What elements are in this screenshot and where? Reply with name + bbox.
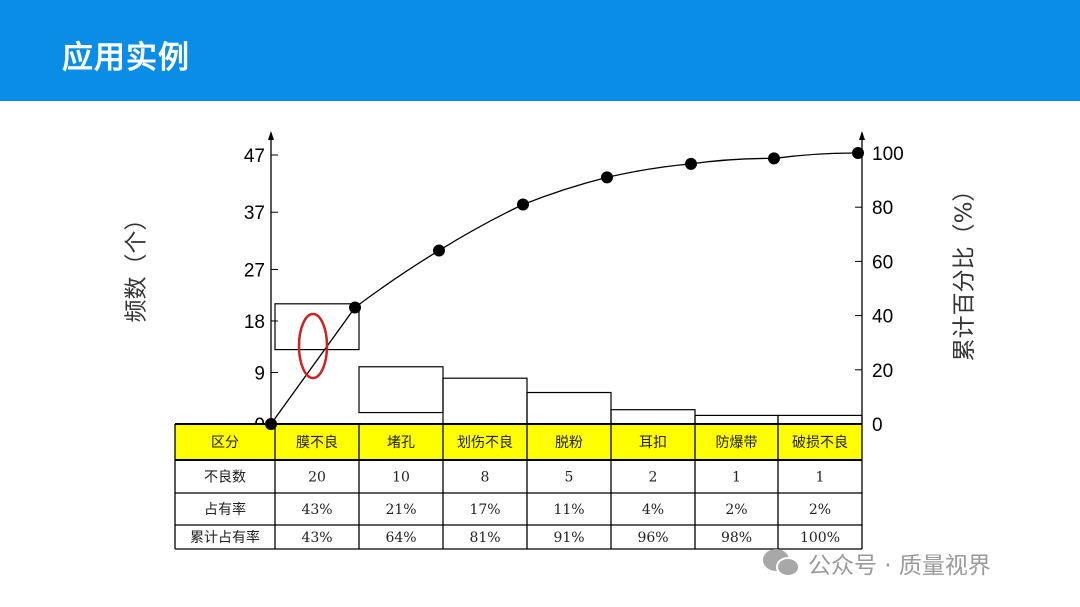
- table-row-label: 累计占有率: [190, 529, 260, 546]
- table-cell: 21%: [385, 502, 416, 518]
- bar-6: [694, 414, 779, 425]
- category-label: 耳扣: [639, 435, 667, 451]
- table-header-label: 区分: [211, 435, 239, 451]
- right-tick-label: 100: [872, 144, 904, 165]
- cumulative-point: [433, 244, 445, 257]
- category-label: 划伤不良: [457, 435, 513, 451]
- table-cell: 43%: [301, 530, 332, 546]
- table-cell: 81%: [469, 530, 500, 546]
- cumulative-point: [685, 157, 697, 170]
- table-cell: 1: [816, 470, 825, 486]
- table-cell: 91%: [553, 530, 584, 546]
- table-cell: 2: [649, 470, 658, 486]
- bar-7: [777, 414, 863, 425]
- left-tick-label: 18: [244, 312, 265, 333]
- table-cell: 11%: [553, 502, 584, 518]
- table-cell: 100%: [800, 530, 840, 546]
- table-cell: 64%: [385, 530, 416, 546]
- table-cell: 5: [565, 470, 574, 486]
- table-cell: 4%: [642, 502, 664, 518]
- table-cell: 98%: [721, 530, 752, 546]
- table-header-bg: [175, 424, 862, 460]
- cumulative-point: [517, 198, 529, 211]
- left-tick-label: 27: [244, 260, 265, 281]
- right-tick-label: 80: [872, 198, 893, 219]
- category-label: 破损不良: [792, 435, 848, 451]
- cumulative-point: [265, 418, 277, 430]
- right-tick-label: 0: [872, 415, 883, 436]
- table-cell: 20: [308, 470, 326, 486]
- category-label: 脱粉: [555, 435, 583, 451]
- table-cell: 17%: [469, 502, 500, 518]
- left-axis-label: 频数（个）: [124, 208, 150, 323]
- category-label: 堵孔: [387, 435, 415, 451]
- cumulative-point: [768, 152, 780, 165]
- cumulative-point: [852, 147, 864, 159]
- category-label: 膜不良: [296, 435, 338, 451]
- category-label: 防爆带: [716, 435, 758, 451]
- table-cell: 1: [732, 470, 741, 486]
- left-tick-label: 9: [254, 363, 265, 384]
- table-row-label: 不良数: [204, 470, 246, 486]
- bar-1: [274, 303, 360, 351]
- watermark: 公众号 · 质量视界: [762, 546, 991, 580]
- right-tick-label: 40: [872, 307, 893, 328]
- table-cell: 96%: [637, 530, 668, 546]
- right-axis-arrow: [859, 131, 865, 140]
- wechat-icon: [763, 549, 800, 577]
- header-bar: [0, 0, 1080, 101]
- left-axis-arrow: [268, 131, 274, 140]
- left-tick-label: 37: [244, 203, 265, 224]
- table-cell: 2%: [725, 502, 747, 518]
- bar-2: [358, 366, 444, 414]
- right-axis-label: 累计百分比（%）: [952, 179, 978, 362]
- right-tick-label: 60: [872, 252, 893, 273]
- slide-title: 应用实例: [62, 40, 190, 76]
- watermark-text: 公众号 · 质量视界: [808, 553, 991, 579]
- bar-3: [442, 377, 528, 425]
- right-tick-label: 20: [872, 361, 893, 382]
- table-cell: 2%: [809, 502, 831, 518]
- table-cell: 8: [481, 470, 490, 486]
- cumulative-point: [349, 301, 361, 314]
- table-cell: 43%: [301, 502, 332, 518]
- table-row-label: 占有率: [204, 501, 246, 518]
- highlight-ellipse: [297, 312, 329, 380]
- left-tick-label: 47: [244, 146, 265, 167]
- table-cell: 10: [392, 470, 410, 486]
- cumulative-point: [601, 171, 613, 184]
